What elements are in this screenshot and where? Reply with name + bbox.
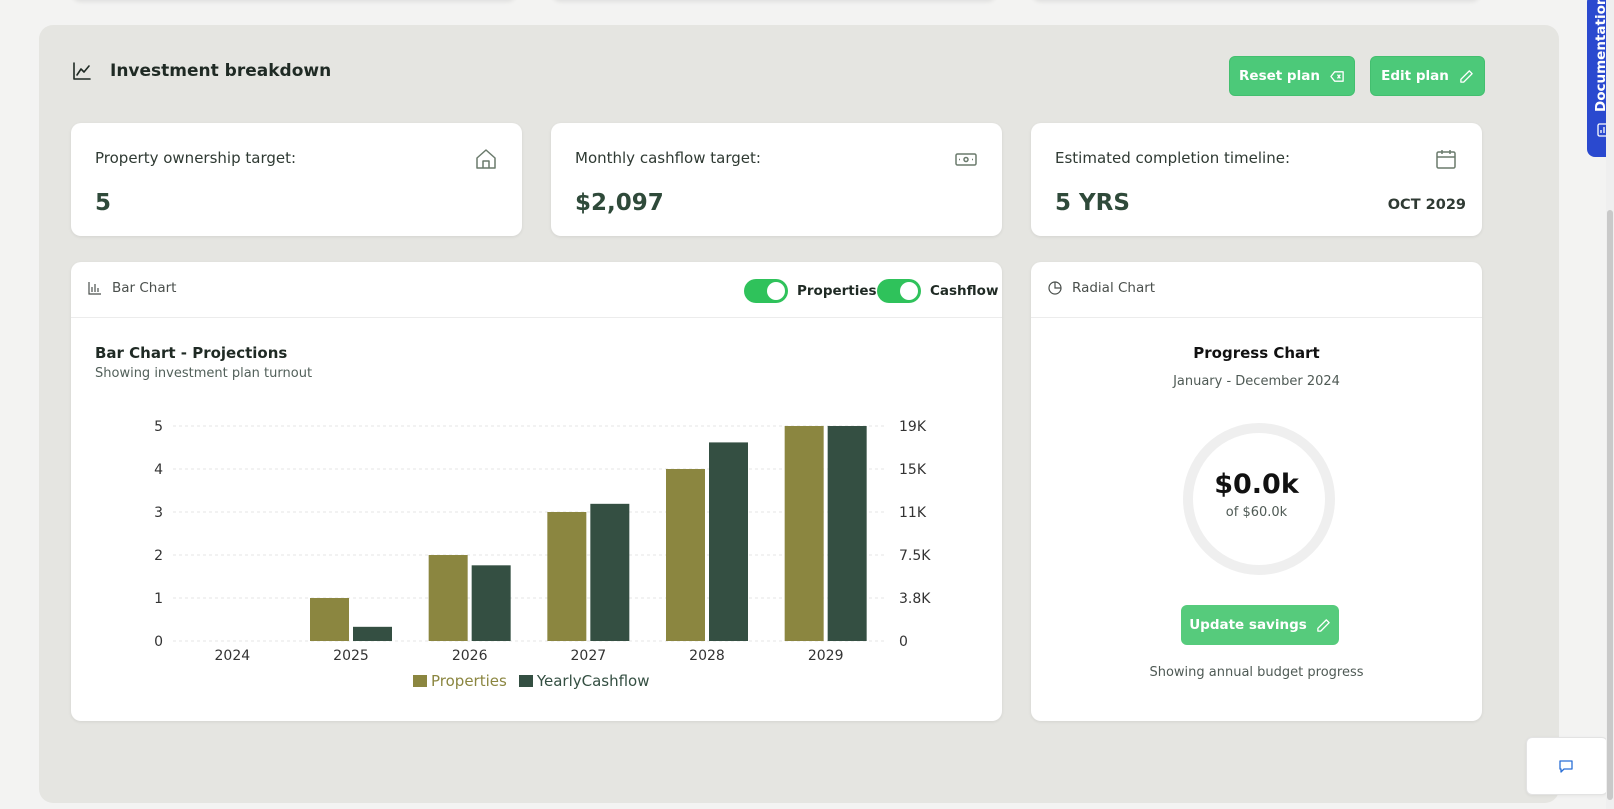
x-tick-label: 2029: [808, 648, 844, 664]
legend-label-properties: Properties: [431, 672, 507, 690]
scrollbar-thumb[interactable]: [1607, 210, 1613, 800]
y-left-tick-label: 0: [154, 634, 163, 650]
reset-plan-button[interactable]: Reset plan: [1229, 56, 1355, 96]
pencil-icon: [1317, 618, 1330, 632]
edit-plan-label: Edit plan: [1381, 68, 1449, 84]
chart-title: Bar Chart - Projections: [95, 344, 288, 362]
bar-yearly-cashflow[interactable]: [709, 442, 748, 641]
chat-icon: [1559, 760, 1573, 773]
cashflow-target-value: $2,097: [575, 190, 664, 216]
y-left-tick-label: 2: [154, 548, 163, 564]
legend-item-properties[interactable]: Properties: [413, 672, 507, 690]
update-savings-label: Update savings: [1189, 617, 1307, 633]
bar-yearly-cashflow[interactable]: [590, 503, 630, 641]
timeline-date: OCT 2029: [1387, 197, 1466, 213]
reset-plan-label: Reset plan: [1239, 68, 1320, 84]
y-right-tick-label: 11K: [899, 505, 927, 521]
pencil-icon: [1460, 69, 1473, 83]
cashflow-toggle[interactable]: Cashflow: [877, 279, 998, 303]
progress-ring: [1183, 423, 1335, 575]
backspace-icon: [1330, 70, 1344, 82]
timeline-label: Estimated completion timeline:: [1055, 149, 1291, 167]
line-chart-icon: [73, 62, 91, 80]
property-target-label: Property ownership target:: [95, 149, 297, 167]
x-tick-label: 2028: [689, 648, 725, 664]
property-target-card: Property ownership target: 5: [71, 123, 522, 236]
bar-yearly-cashflow[interactable]: [471, 565, 511, 641]
legend-swatch-properties: [413, 675, 427, 687]
properties-switch[interactable]: [744, 279, 788, 303]
property-target-value: 5: [95, 190, 112, 216]
cashflow-switch[interactable]: [877, 279, 921, 303]
home-icon: [476, 149, 496, 169]
bar-chart-card-header: Bar Chart Properties Cashflow: [71, 262, 1002, 318]
bar-chart-card: Bar Chart Properties Cashflow Bar Chart …: [71, 262, 1002, 721]
legend-swatch-yearly-cashflow: [518, 675, 533, 687]
chat-widget[interactable]: [1526, 737, 1608, 795]
chart-subtitle: Showing investment plan turnout: [95, 366, 313, 381]
bar-properties[interactable]: [547, 512, 587, 641]
cashflow-toggle-label: Cashflow: [930, 283, 999, 299]
cashflow-target-label: Monthly cashflow target:: [575, 149, 761, 167]
cashflow-target-card: Monthly cashflow target: $2,097: [551, 123, 1002, 236]
radial-chart-card-header: Radial Chart: [1031, 262, 1482, 318]
bar-chart-tab-label: Bar Chart: [112, 280, 177, 296]
bar-properties[interactable]: [784, 426, 824, 641]
progress-chart-subtitle: January - December 2024: [1173, 374, 1340, 389]
properties-toggle[interactable]: Properties: [744, 279, 877, 303]
bar-yearly-cashflow[interactable]: [827, 426, 867, 641]
y-right-tick-label: 0: [899, 634, 908, 650]
legend-label-yearly-cashflow: YearlyCashflow: [536, 672, 650, 690]
progress-chart-title: Progress Chart: [1193, 344, 1320, 362]
progress-footer: Showing annual budget progress: [1149, 665, 1364, 680]
section-title: Investment breakdown: [110, 61, 332, 81]
update-savings-button[interactable]: Update savings: [1181, 605, 1339, 645]
banknote-icon: [955, 153, 977, 166]
pie-chart-icon: [1048, 281, 1062, 295]
y-left-tick-label: 4: [154, 462, 163, 478]
y-left-tick-label: 5: [154, 419, 163, 435]
bar-properties[interactable]: [428, 555, 468, 641]
y-right-tick-label: 3.8K: [899, 591, 931, 607]
calendar-icon: [1436, 150, 1456, 169]
panel-header: Investment breakdown: [72, 61, 331, 81]
savings-target: of $60.0k: [1225, 505, 1288, 520]
radial-chart-card: Radial Chart Progress Chart January - De…: [1031, 262, 1482, 721]
edit-plan-button[interactable]: Edit plan: [1370, 56, 1485, 96]
y-left-tick-label: 1: [154, 591, 163, 607]
x-tick-label: 2027: [571, 648, 607, 664]
legend-item-yearly-cashflow[interactable]: YearlyCashflow: [518, 672, 650, 690]
timeline-value: 5 YRS: [1055, 190, 1130, 216]
savings-value: $0.0k: [1214, 469, 1299, 500]
projections-bar-chart: 0 0 1 3.8K 2 7.5K 3 11K 4 15K 5 19K 2024 2025 2026 2027…: [154, 419, 931, 664]
bar-chart-icon: [88, 282, 101, 295]
radial-chart-tab[interactable]: Radial Chart: [1048, 280, 1155, 296]
x-tick-label: 2024: [215, 648, 251, 664]
y-right-tick-label: 7.5K: [899, 548, 931, 564]
bar-yearly-cashflow[interactable]: [353, 626, 392, 641]
y-left-tick-label: 3: [154, 505, 163, 521]
x-tick-label: 2026: [452, 648, 488, 664]
timeline-card: Estimated completion timeline: 5 YRS OCT…: [1031, 123, 1482, 236]
properties-toggle-label: Properties: [797, 283, 877, 299]
bar-properties[interactable]: [310, 598, 349, 641]
chart-legend: Properties YearlyCashflow: [413, 672, 650, 690]
investment-breakdown-panel: Investment breakdown Reset plan Edit pla…: [39, 25, 1559, 803]
radial-chart-tab-label: Radial Chart: [1072, 280, 1156, 296]
y-right-tick-label: 19K: [899, 419, 927, 435]
bar-chart-tab[interactable]: Bar Chart: [88, 280, 176, 296]
y-right-tick-label: 15K: [899, 462, 927, 478]
x-tick-label: 2025: [333, 648, 369, 664]
bar-properties[interactable]: [666, 469, 705, 641]
